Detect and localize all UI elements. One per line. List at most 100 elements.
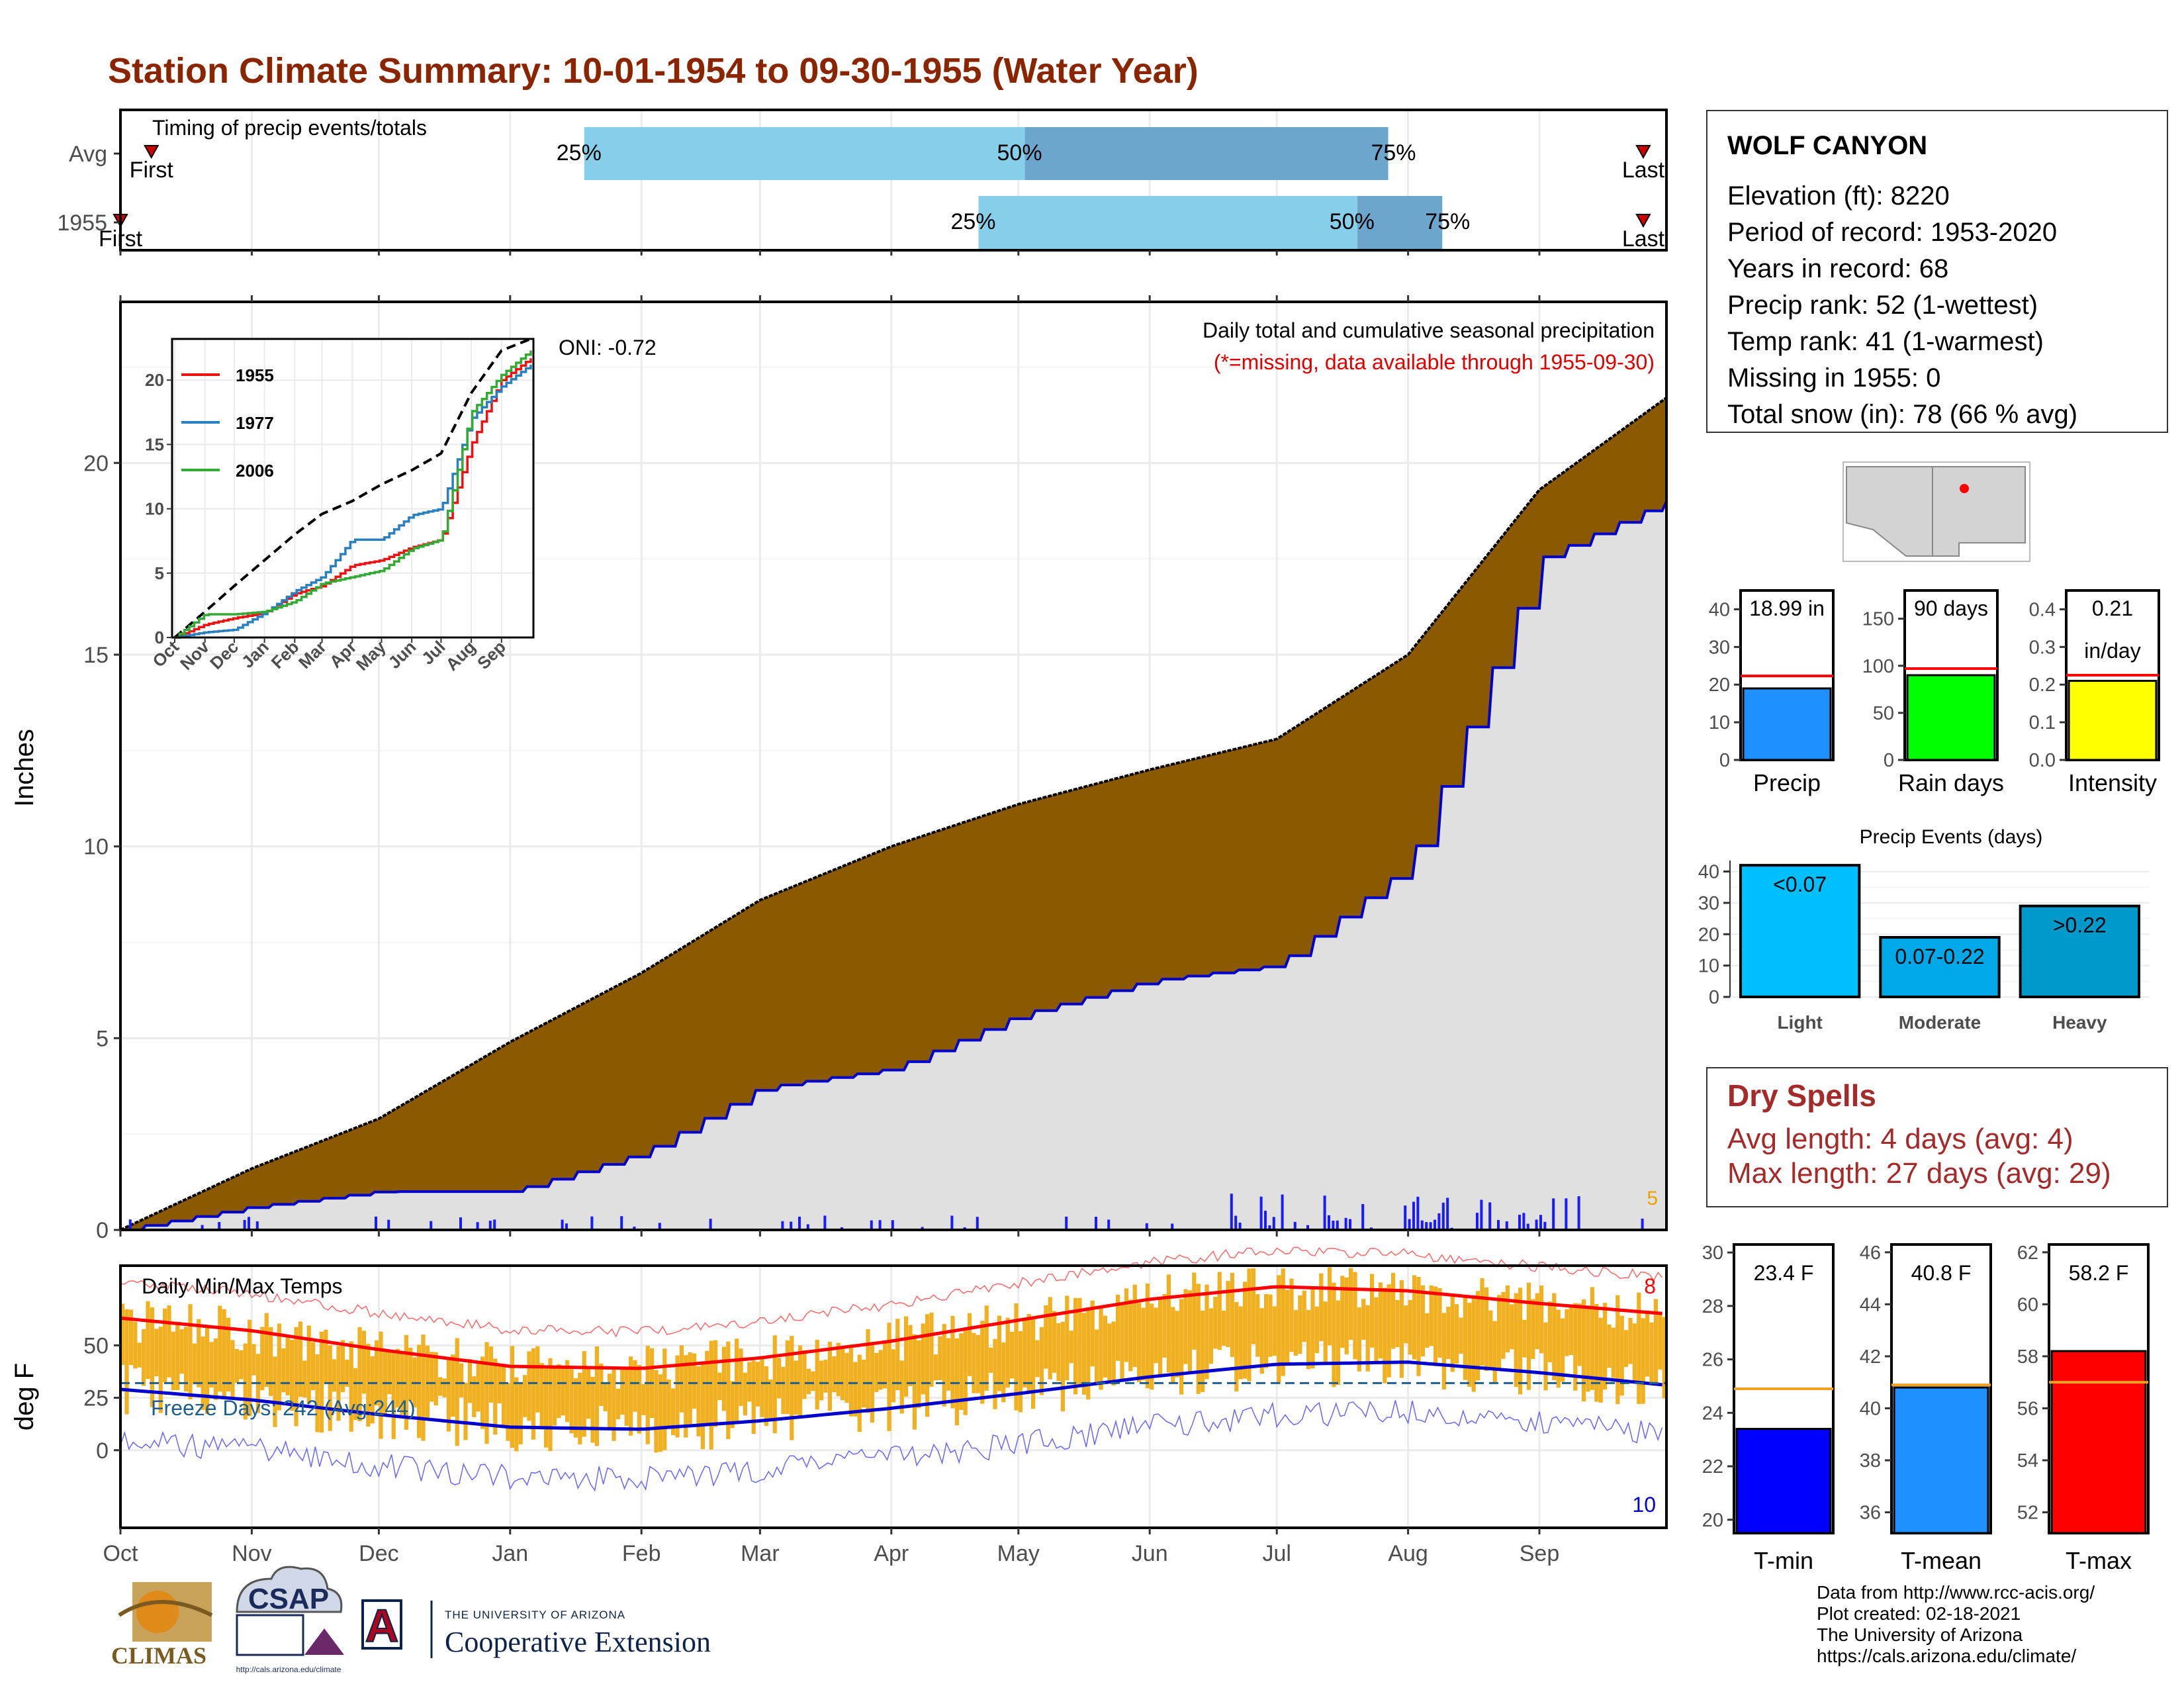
- timing-p50-label: 50%: [1330, 209, 1375, 234]
- avg-min-line: [120, 1360, 1662, 1431]
- daily-temp-bar: [1598, 1317, 1603, 1403]
- daily-temp-bar: [514, 1377, 519, 1452]
- daily-temp-bar: [1582, 1299, 1586, 1401]
- daily-temp-bar: [1365, 1305, 1370, 1372]
- first-marker-icon: [144, 145, 159, 160]
- inset-legend-label: 1977: [236, 413, 274, 433]
- daily-precip-bar: [1145, 1223, 1148, 1230]
- inset-ytick-label: 20: [145, 370, 164, 390]
- daily-precip-bar: [565, 1223, 568, 1230]
- inset-series-line: [175, 364, 532, 639]
- daily-temp-bar: [370, 1356, 375, 1424]
- daily-temp-bar: [1522, 1319, 1527, 1358]
- temp-mini-ytick-label: 38: [1860, 1450, 1881, 1472]
- station-name: WOLF CANYON: [1727, 131, 1928, 160]
- event-bar: [1879, 936, 2001, 998]
- temp-mini-ytick-label: 56: [2017, 1398, 2038, 1419]
- daily-temp-bar: [1441, 1313, 1446, 1390]
- daily-temp-bar: [747, 1362, 752, 1402]
- daily-temp-bar: [1344, 1277, 1349, 1354]
- mini-value-label: 18.99 in: [1749, 596, 1825, 620]
- daily-temp-bar: [1171, 1307, 1175, 1384]
- daily-temp-bar: [608, 1374, 612, 1430]
- station-line: Total snow (in): 78 (66 % avg): [1727, 400, 2078, 429]
- daily-temp-bar: [1120, 1302, 1124, 1380]
- daily-temp-bar: [684, 1355, 688, 1438]
- mini-ytick-label: 0: [1719, 750, 1730, 771]
- precip-events-chart: Precip Events (days) <0.07 Light 0.07-0.22 M…: [1698, 826, 2150, 1033]
- daily-temp-bar: [1226, 1281, 1230, 1348]
- daily-temp-bar: [1488, 1310, 1493, 1368]
- daily-temp-bar: [1399, 1280, 1404, 1378]
- daily-temp-bar: [857, 1354, 862, 1432]
- daily-precip-bar: [1323, 1196, 1326, 1230]
- daily-temp-bar: [171, 1331, 175, 1391]
- daily-precip-bar: [1230, 1194, 1233, 1230]
- daily-temp-bar: [1141, 1307, 1146, 1381]
- daily-temp-bar: [1175, 1311, 1179, 1378]
- daily-temp-bar: [285, 1335, 290, 1395]
- daily-temp-bar: [1018, 1331, 1023, 1413]
- daily-temp-bar: [709, 1340, 713, 1450]
- daily-temp-bar: [1124, 1288, 1128, 1362]
- daily-precip-bar: [375, 1216, 377, 1230]
- daily-temp-bar: [700, 1362, 705, 1450]
- daily-temp-bar: [213, 1338, 218, 1400]
- mini-ytick-label: 50: [1873, 703, 1894, 724]
- daily-precip-bar: [1543, 1221, 1547, 1230]
- daily-temp-bar: [442, 1378, 447, 1397]
- timing-p75-label: 75%: [1371, 140, 1416, 165]
- daily-temp-bar: [1137, 1303, 1142, 1382]
- daily-temp-bar: [328, 1345, 332, 1431]
- daily-temp-bar: [1391, 1272, 1396, 1349]
- mini-ytick-label: 0.4: [2029, 599, 2056, 620]
- daily-temp-bar: [1052, 1311, 1057, 1373]
- daily-temp-bar: [302, 1360, 307, 1398]
- timing-p25-label: 25%: [950, 209, 995, 234]
- daily-precip-bar: [1505, 1221, 1508, 1230]
- daily-temp-bar: [917, 1340, 921, 1409]
- temp-ytick-label: 0: [96, 1438, 109, 1464]
- daily-temp-bar: [1183, 1289, 1188, 1364]
- inset-ytick-label: 5: [155, 563, 164, 583]
- daily-temp-bar: [1332, 1282, 1336, 1387]
- timing-row-label: Avg: [69, 142, 107, 167]
- daily-temp-bar: [586, 1368, 591, 1419]
- daily-precip-bar: [1171, 1223, 1174, 1230]
- temp-mini-ytick-label: 28: [1702, 1296, 1723, 1317]
- temp-mini-ytick-label: 40: [1860, 1398, 1881, 1419]
- precip-annotation: Daily total and cumulative seasonal prec…: [1203, 318, 1655, 342]
- daily-precip-bar: [633, 1227, 636, 1230]
- daily-temp-bar: [1298, 1295, 1302, 1354]
- daily-temp-bar: [1535, 1293, 1539, 1350]
- mini-ytick-label: 20: [1709, 675, 1730, 696]
- daily-precip-bar: [1577, 1196, 1580, 1230]
- daily-temp-bar: [277, 1323, 281, 1411]
- event-value-label: >0.22: [2053, 914, 2107, 937]
- daily-temp-bar: [1099, 1307, 1103, 1390]
- daily-temp-bar: [1247, 1268, 1251, 1382]
- daily-temp-bar: [1086, 1307, 1091, 1400]
- daily-temp-bar: [1166, 1274, 1171, 1373]
- daily-temp-bar: [1154, 1307, 1158, 1364]
- daily-temp-bar: [1319, 1273, 1324, 1341]
- inset-legend-label: 1955: [236, 365, 274, 385]
- daily-temp-bar: [1408, 1299, 1412, 1355]
- daily-temp-bar: [921, 1323, 925, 1395]
- daily-temp-bar: [336, 1346, 341, 1421]
- daily-temp-bar: [1463, 1296, 1467, 1380]
- daily-precip-bar: [878, 1220, 882, 1230]
- daily-precip-bar: [1259, 1196, 1263, 1230]
- daily-temp-bar: [1264, 1293, 1269, 1368]
- average-area: [120, 501, 1666, 1230]
- daily-temp-bar: [1026, 1314, 1031, 1391]
- daily-temp-bar: [781, 1366, 786, 1415]
- daily-precip-bar: [798, 1216, 801, 1230]
- daily-temp-bar: [1234, 1301, 1239, 1391]
- temp-ytick-label: 50: [83, 1333, 109, 1358]
- daily-temp-bar: [1577, 1303, 1582, 1366]
- mini-ytick-label: 40: [1709, 599, 1730, 620]
- daily-precip-bar: [243, 1219, 246, 1230]
- events-ytick-label: 40: [1698, 862, 1719, 883]
- daily-temp-bar: [1192, 1272, 1197, 1350]
